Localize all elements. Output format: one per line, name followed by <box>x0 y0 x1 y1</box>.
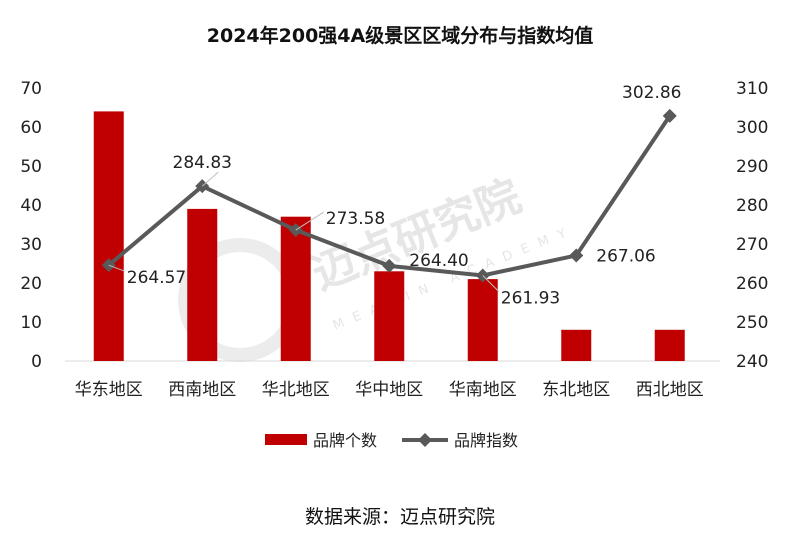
category-labels: 华东地区 西南地区 华北地区 华中地区 华南地区 东北地区 西北地区 <box>75 380 704 400</box>
left-tick-label: 70 <box>20 79 42 99</box>
left-tick-label: 10 <box>20 313 42 333</box>
bar <box>374 271 405 361</box>
data-label-leader <box>295 211 325 231</box>
data-label: 284.83 <box>173 153 232 173</box>
data-label-leader <box>108 264 125 272</box>
bar <box>280 216 311 361</box>
left-tick-label: 20 <box>20 274 42 294</box>
category-label: 华中地区 <box>355 380 423 400</box>
category-label: 西南地区 <box>168 380 236 400</box>
legend: 品牌个数 品牌指数 <box>265 431 518 450</box>
category-label: 华南地区 <box>449 380 517 400</box>
data-point-marker <box>382 258 397 273</box>
legend-diamond-icon <box>418 433 432 447</box>
bar <box>561 329 592 361</box>
right-tick-label: 240 <box>736 352 768 372</box>
right-tick-label: 270 <box>736 235 768 255</box>
right-tick-label: 280 <box>736 196 768 216</box>
data-label: 264.40 <box>409 251 468 271</box>
category-label: 华东地区 <box>75 380 143 400</box>
legend-item-line: 品牌指数 <box>454 431 518 450</box>
left-axis-ticks: 0 10 20 30 40 50 60 70 <box>20 79 42 372</box>
data-label-leader <box>482 275 500 292</box>
bar <box>93 111 124 362</box>
source-note: 数据来源：迈点研究院 <box>305 506 495 528</box>
bar-series <box>93 111 685 362</box>
data-label: 302.86 <box>622 83 681 103</box>
legend-swatch-bar <box>265 434 307 445</box>
left-tick-label: 50 <box>20 157 42 177</box>
left-tick-label: 0 <box>31 352 42 372</box>
left-tick-label: 60 <box>20 118 42 138</box>
data-label: 264.57 <box>127 268 186 288</box>
bar <box>467 279 498 361</box>
right-tick-label: 260 <box>736 274 768 294</box>
bar <box>187 208 218 361</box>
right-tick-label: 310 <box>736 79 768 99</box>
data-label: 261.93 <box>501 288 560 308</box>
data-label: 273.58 <box>326 209 385 229</box>
right-axis-ticks: 240 250 260 270 280 290 300 310 <box>736 79 768 372</box>
chart-title: 2024年200强4A级景区区域分布与指数均值 <box>207 24 593 47</box>
right-tick-label: 250 <box>736 313 768 333</box>
category-label: 华北地区 <box>262 380 330 400</box>
data-label-leader <box>201 171 219 187</box>
right-tick-label: 300 <box>736 118 768 138</box>
bar <box>654 329 685 361</box>
data-point-marker <box>662 108 677 123</box>
left-tick-label: 40 <box>20 196 42 216</box>
data-point-marker <box>569 248 584 263</box>
category-label: 西北地区 <box>636 380 704 400</box>
data-label: 267.06 <box>596 246 655 266</box>
legend-item-bar: 品牌个数 <box>313 431 377 450</box>
right-tick-label: 290 <box>736 157 768 177</box>
left-tick-label: 30 <box>20 235 42 255</box>
category-label: 东北地区 <box>542 380 610 400</box>
line-series: 264.57 284.83 273.58 264.40 261.93 267.06 302.… <box>101 83 681 308</box>
